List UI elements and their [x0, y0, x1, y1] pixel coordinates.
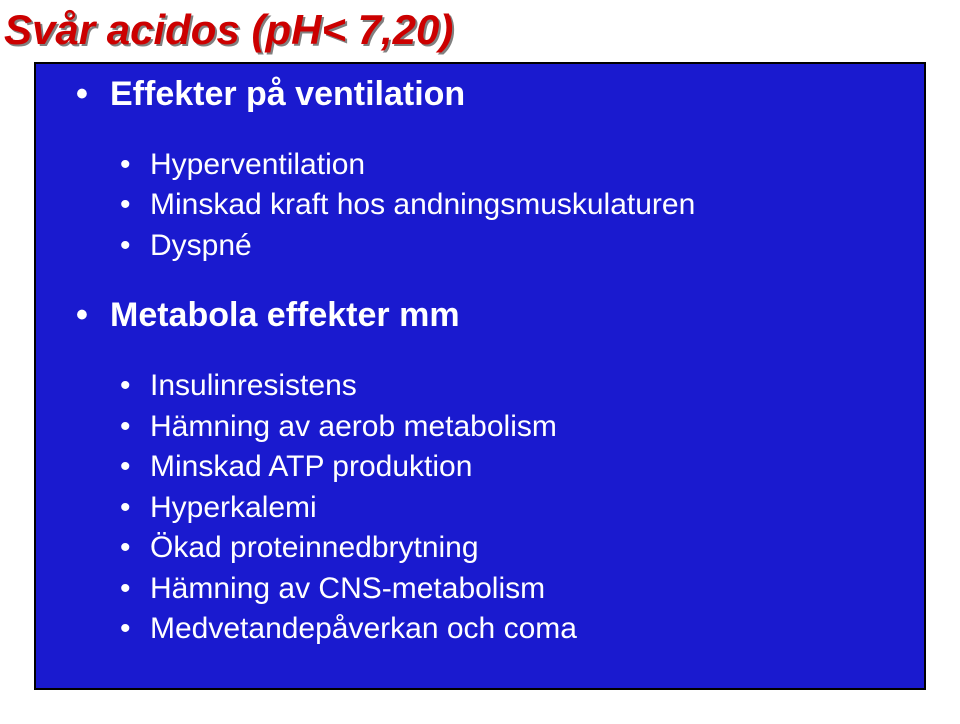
section-item-text: Dyspné [150, 229, 252, 262]
section-item-text: Medvetandepåverkan och coma [150, 612, 577, 645]
section-item: Minskad ATP produktion [120, 447, 884, 488]
section-item-text: Hyperventilation [150, 148, 365, 181]
section-item-text: Hyperkalemi [150, 491, 317, 524]
section-item: Hyperventilation [120, 145, 884, 186]
section-heading: Metabola effekter mm [76, 293, 884, 339]
section-heading-text: Effekter på ventilation [110, 75, 465, 113]
section-item: Insulinresistens [120, 366, 884, 407]
section-item: Medvetandepåverkan och coma [120, 609, 884, 650]
section-item-text: Hämning av aerob metabolism [150, 410, 557, 443]
section-item-text: Ökad proteinnedbrytning [150, 531, 479, 564]
section-heading-text: Metabola effekter mm [110, 296, 460, 334]
section-heading: Effekter på ventilation [76, 72, 884, 118]
slide: Svår acidos (pH< 7,20) Effekter på venti… [0, 0, 960, 724]
content-box: Effekter på ventilation Hyperventilation M… [34, 62, 926, 690]
main-list: Effekter på ventilation Hyperventilation M… [76, 72, 884, 650]
section-item: Minskad kraft hos andningsmuskulaturen [120, 185, 884, 226]
section-items: Insulinresistens Hämning av aerob metabol… [120, 366, 884, 650]
section-item-text: Hämning av CNS-metabolism [150, 572, 545, 605]
section-item: Ökad proteinnedbrytning [120, 528, 884, 569]
section-item: Hämning av aerob metabolism [120, 407, 884, 448]
section-item: Hämning av CNS-metabolism [120, 569, 884, 610]
section-item-text: Insulinresistens [150, 369, 357, 402]
section-item-text: Minskad kraft hos andningsmuskulaturen [150, 188, 695, 221]
slide-title: Svår acidos (pH< 7,20) [0, 0, 960, 54]
section-item: Dyspné [120, 226, 884, 267]
section-item-text: Minskad ATP produktion [150, 450, 472, 483]
section-items: Hyperventilation Minskad kraft hos andnin… [120, 145, 884, 267]
section-item: Hyperkalemi [120, 488, 884, 529]
